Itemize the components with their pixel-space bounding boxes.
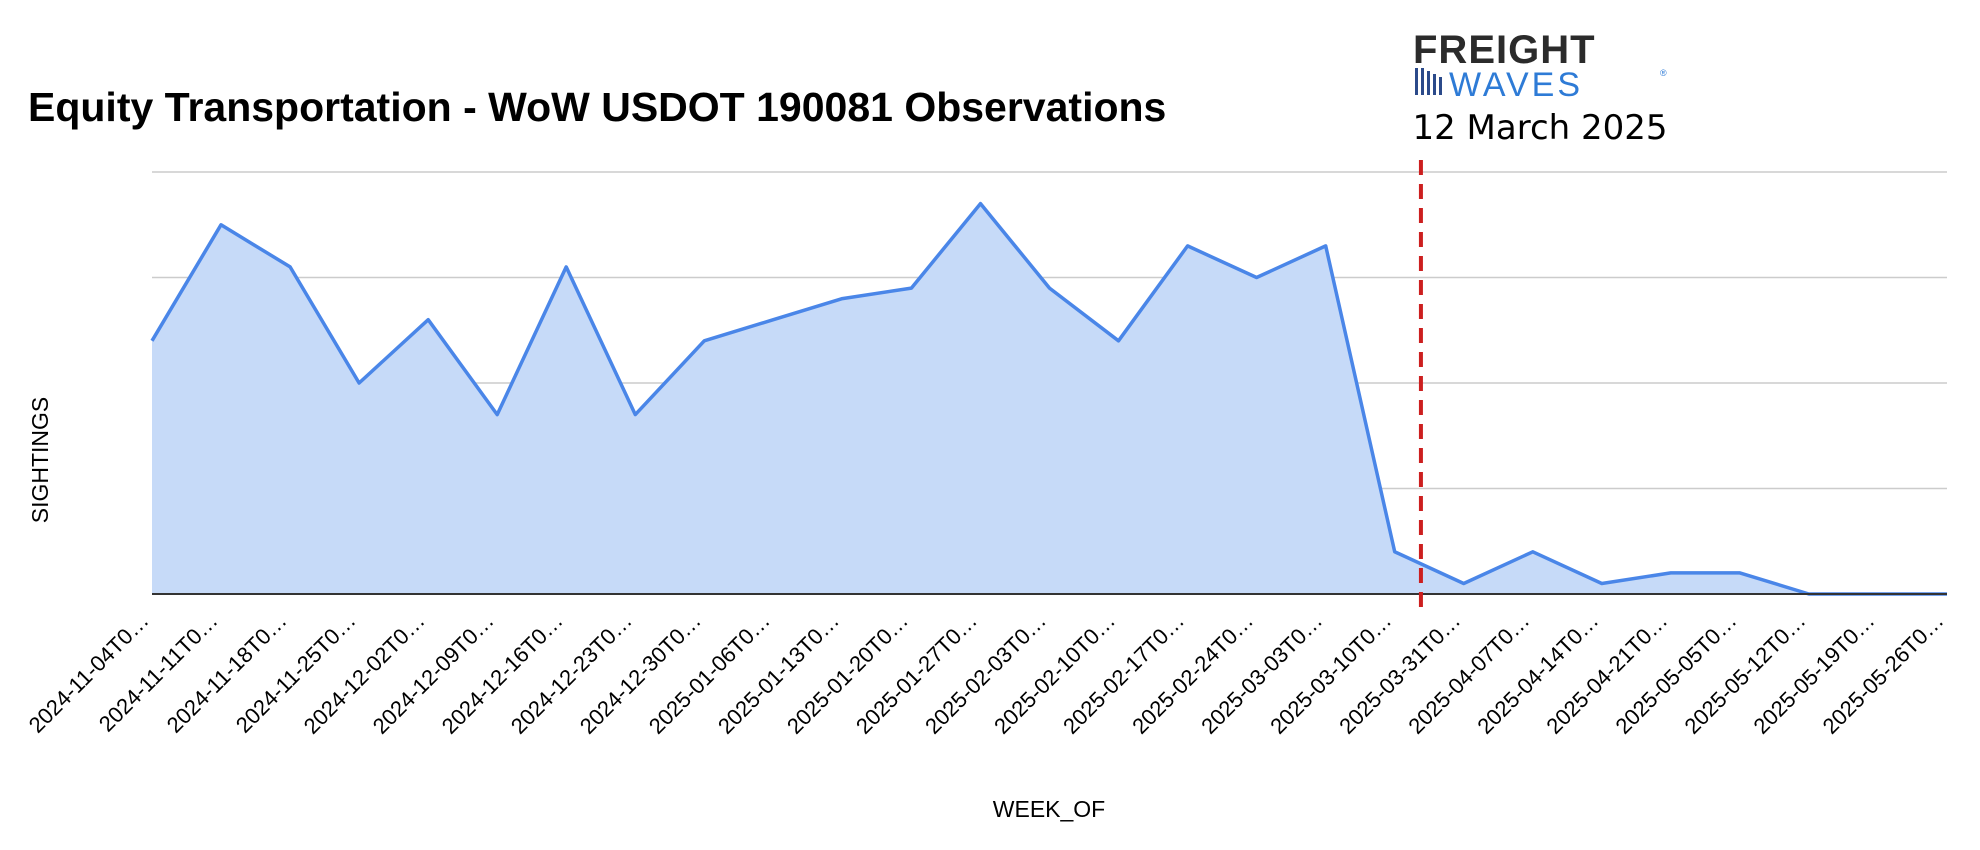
data-point-10 [840, 297, 844, 301]
data-point-2 [288, 265, 292, 269]
data-point-5 [495, 413, 499, 417]
x-tick-label: 2025-05-19T0… [1749, 608, 1880, 739]
x-tick-label: 2024-12-23T0… [506, 608, 637, 739]
x-tick-label: 2024-11-04T0… [24, 608, 154, 738]
data-point-1 [219, 223, 223, 227]
data-point-14 [1117, 339, 1121, 343]
data-point-13 [1048, 286, 1052, 290]
logo-freight-text: FREIGHT [1413, 30, 1596, 72]
x-tick-label: 2025-05-12T0… [1679, 608, 1810, 739]
x-tick-label: 2025-01-06T0… [644, 608, 775, 739]
x-tick-labels: 2024-11-04T0…2024-11-11T0…2024-11-18T0…2… [24, 608, 1949, 739]
data-point-7 [633, 413, 637, 417]
logo-waves-text: WAVES [1449, 66, 1583, 102]
data-point-16 [1255, 276, 1259, 280]
series-line [150, 201, 1947, 596]
x-tick-label: 2025-01-13T0… [713, 608, 844, 739]
data-point-19 [1462, 581, 1466, 585]
x-tick-label: 2024-12-09T0… [368, 608, 499, 739]
x-tick-label: 2025-05-05T0… [1610, 608, 1741, 739]
logo-registered-mark: ® [1660, 68, 1667, 78]
data-point-18 [1393, 550, 1397, 554]
data-point-4 [426, 318, 430, 322]
x-tick-label: 2025-04-21T0… [1541, 608, 1672, 739]
x-tick-label: 2024-12-30T0… [575, 608, 706, 739]
x-tick-label: 2025-03-31T0… [1334, 608, 1465, 739]
data-point-20 [1531, 550, 1535, 554]
data-point-17 [1324, 244, 1328, 248]
freightwaves-logo: FREIGHT WAVES ® [1413, 30, 1667, 102]
x-tick-label: 2025-02-17T0… [1058, 608, 1189, 739]
x-tick-label: 2025-05-26T0… [1818, 608, 1949, 739]
y-axis-label: SIGHTINGS [27, 397, 53, 524]
series-area [152, 203, 1947, 594]
x-tick-label: 2025-02-03T0… [920, 608, 1051, 739]
x-tick-label: 2024-12-16T0… [437, 608, 568, 739]
x-tick-label: 2024-12-02T0… [299, 608, 430, 739]
chart-title: Equity Transportation - WoW USDOT 190081… [28, 84, 1167, 130]
logo-date: 12 March 2025 [1412, 108, 1668, 148]
x-tick-label: 2024-11-25T0… [231, 608, 361, 738]
data-point-8 [702, 339, 706, 343]
x-tick-label: 2024-11-18T0… [162, 608, 292, 738]
data-point-6 [564, 265, 568, 269]
data-point-22 [1669, 571, 1673, 575]
logo-bars-icon [1415, 68, 1442, 95]
x-tick-label: 2025-01-20T0… [782, 608, 913, 739]
data-point-0 [150, 339, 154, 343]
data-point-3 [357, 381, 361, 385]
x-tick-label: 2025-04-14T0… [1472, 608, 1603, 739]
data-point-9 [771, 318, 775, 322]
data-point-21 [1600, 581, 1604, 585]
x-tick-label: 2024-11-11T0… [94, 608, 223, 737]
data-point-23 [1738, 571, 1742, 575]
x-axis-label: WEEK_OF [993, 796, 1105, 822]
data-point-11 [909, 286, 913, 290]
data-point-15 [1186, 244, 1190, 248]
x-tick-label: 2025-03-10T0… [1265, 608, 1396, 739]
x-tick-label: 2025-02-10T0… [989, 608, 1120, 739]
x-tick-label: 2025-04-07T0… [1403, 608, 1534, 739]
x-tick-label: 2025-03-03T0… [1196, 608, 1327, 739]
x-tick-label: 2025-01-27T0… [851, 608, 982, 739]
data-point-12 [978, 202, 982, 206]
x-tick-label: 2025-02-24T0… [1127, 608, 1258, 739]
